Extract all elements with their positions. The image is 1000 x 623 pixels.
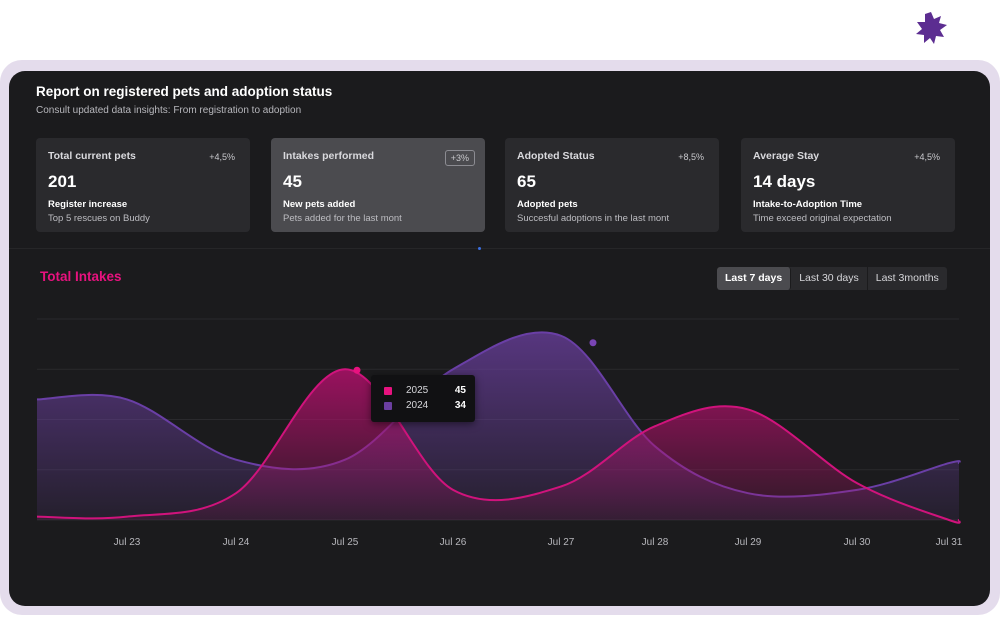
tooltip-swatch <box>384 402 392 410</box>
series-line-2025[interactable] <box>36 368 961 524</box>
card-label: Average Stay <box>753 150 820 162</box>
intakes-area-chart <box>36 318 961 524</box>
star-badge-icon <box>916 12 947 44</box>
tooltip-label: 2025 <box>406 385 429 396</box>
card-value: 65 <box>517 172 536 191</box>
highlight-point-2025[interactable] <box>353 366 361 374</box>
card-intakes-performed[interactable]: Intakes performed +3% 45 New pets added … <box>271 138 485 232</box>
card-sublabel: Intake-to-Adoption Time <box>753 199 863 210</box>
x-tick-label: Jul 31 <box>935 537 963 548</box>
page-subtitle: Consult updated data insights: From regi… <box>36 105 302 116</box>
card-sublabel: Register increase <box>48 199 128 210</box>
range-last-3-months-button[interactable]: Last 3months <box>868 267 947 290</box>
section-divider <box>9 248 990 249</box>
card-average-stay[interactable]: Average Stay +4,5% 14 days Intake-to-Ado… <box>741 138 955 232</box>
x-tick-label: Jul 23 <box>113 537 141 548</box>
tooltip-swatch <box>384 387 392 395</box>
card-description: Succesful adoptions in the last mont <box>517 213 670 224</box>
card-value: 201 <box>48 172 77 191</box>
series-area-2025 <box>37 369 960 523</box>
x-tick-label: Jul 28 <box>641 537 669 548</box>
card-sublabel: Adopted pets <box>517 199 578 210</box>
x-tick-label: Jul 27 <box>547 537 575 548</box>
card-delta-badge: +4,5% <box>914 152 940 162</box>
x-tick-label: Jul 24 <box>222 537 250 548</box>
page-title: Report on registered pets and adoption s… <box>36 84 333 99</box>
card-value: 45 <box>283 172 302 191</box>
card-sublabel: New pets added <box>283 199 356 210</box>
card-delta-badge: +8,5% <box>678 152 704 162</box>
card-value: 14 days <box>753 172 816 191</box>
card-label: Total current pets <box>48 150 136 162</box>
range-last-30-days-button[interactable]: Last 30 days <box>791 267 868 290</box>
x-tick-label: Jul 26 <box>439 537 467 548</box>
range-last-7-days-button[interactable]: Last 7 days <box>717 267 792 290</box>
card-total-current-pets[interactable]: Total current pets +4,5% 201 Register in… <box>36 138 250 232</box>
x-tick-label: Jul 30 <box>843 537 871 548</box>
card-description: Time exceed original expectation <box>753 213 892 224</box>
card-delta-badge: +3% <box>444 150 475 166</box>
card-description: Pets added for the last mont <box>283 213 402 224</box>
x-tick-label: Jul 25 <box>331 537 359 548</box>
tooltip-value: 34 <box>454 400 466 411</box>
pagination-dot[interactable] <box>478 247 481 250</box>
dashboard-panel: Report on registered pets and adoption s… <box>9 71 990 606</box>
x-tick-label: Jul 29 <box>734 537 762 548</box>
highlight-point-2024[interactable] <box>589 339 597 347</box>
card-delta-badge: +4,5% <box>209 152 235 162</box>
tooltip-label: 2024 <box>406 400 429 411</box>
tooltip-row-2024: 2024 34 <box>384 400 466 412</box>
card-description: Top 5 rescues on Buddy <box>48 213 150 224</box>
card-label: Adopted Status <box>517 150 595 162</box>
tooltip-value: 45 <box>454 385 466 396</box>
tooltip-row-2025: 2025 45 <box>384 385 466 397</box>
card-label: Intakes performed <box>283 150 375 162</box>
card-adopted-status[interactable]: Adopted Status +8,5% 65 Adopted pets Suc… <box>505 138 719 232</box>
chart-tooltip: 2025 45 2024 34 <box>371 375 475 422</box>
time-range-selector: Last 7 days Last 30 days Last 3months <box>717 267 947 290</box>
chart-title: Total Intakes <box>40 269 122 284</box>
